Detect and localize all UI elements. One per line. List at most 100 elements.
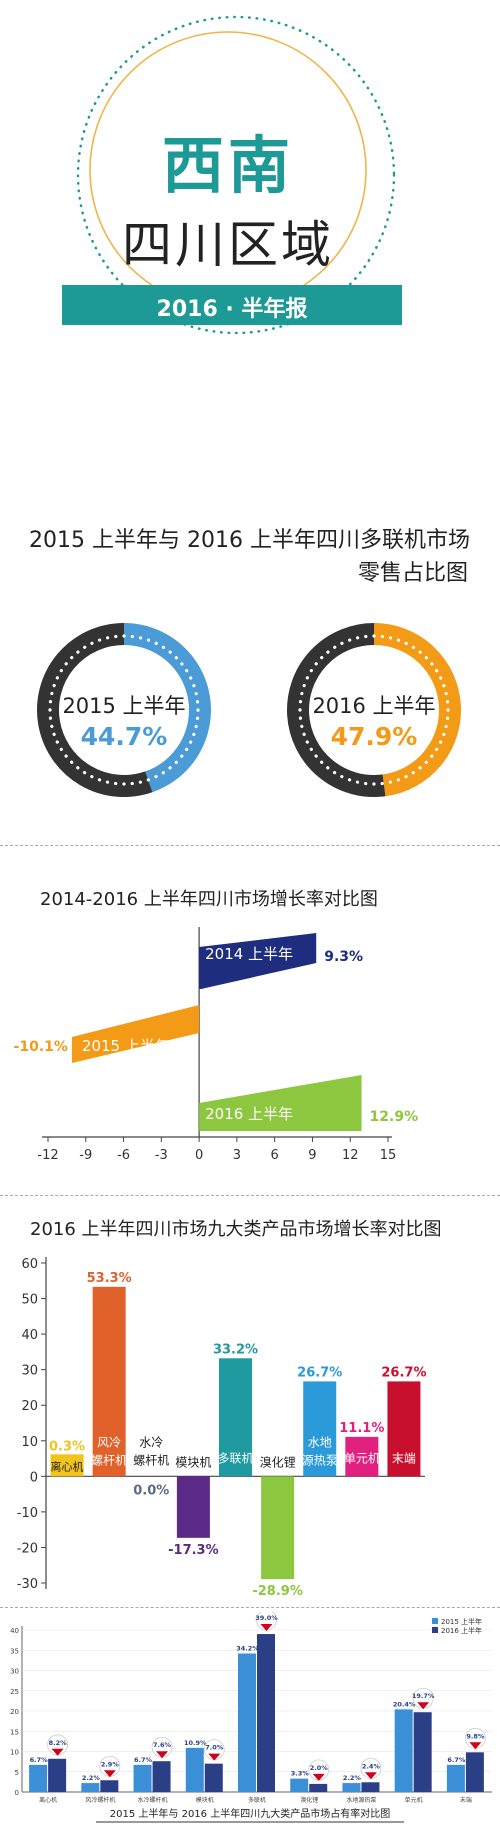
growth-x-tick-label: -12 bbox=[37, 1148, 58, 1163]
nine-y-tick-label: -30 bbox=[17, 1577, 38, 1592]
share-value-s1-4: 39.0% bbox=[255, 1614, 278, 1622]
share-y-tick-label: 35 bbox=[10, 1647, 19, 1655]
growth-chart: -12 -9 -6 -3 0 3 6 9 12 15 2014 上半年 9.3% 2015 上半年 -10… bbox=[14, 927, 419, 1163]
share-value-s1-1: 2.9% bbox=[101, 1760, 120, 1768]
share-legend-swatch-0 bbox=[432, 1618, 438, 1624]
share-bar-s0-5 bbox=[290, 1778, 309, 1792]
share-value-s1-7: 19.7% bbox=[412, 1692, 435, 1700]
share-bar-s0-1 bbox=[81, 1783, 100, 1792]
donut-2015-value: 44.7% bbox=[80, 722, 168, 751]
divider bbox=[0, 1195, 500, 1196]
share-legend-label-1: 2016 上半年 bbox=[441, 1626, 482, 1635]
share-arrow-0 bbox=[51, 1748, 64, 1756]
nine-bar-category-4: 多联机 bbox=[217, 1451, 253, 1465]
section3-title: 2016 上半年四川市场九大类产品市场增长率对比图 bbox=[30, 1219, 442, 1240]
nine-bar-category-1-line2: 螺杆机 bbox=[91, 1453, 127, 1467]
donut-2016-title: 2016 上半年 bbox=[312, 694, 436, 718]
nine-bar-value-1: 53.3% bbox=[87, 1271, 132, 1286]
share-category-4: 多联机 bbox=[248, 1796, 266, 1804]
growth-bar-category-1: 2015 上半年 bbox=[82, 1037, 170, 1055]
share-category-7: 单元机 bbox=[405, 1796, 423, 1804]
donut-2016-slice-0 bbox=[373, 623, 461, 797]
nine-bar-category-6-line2: 源热泵 bbox=[302, 1453, 338, 1467]
share-value-s1-3: 7.0% bbox=[205, 1744, 224, 1752]
header-banner bbox=[62, 285, 402, 325]
share-arrow-8 bbox=[469, 1742, 482, 1750]
share-bar-s1-8 bbox=[465, 1752, 484, 1792]
donut-2016-dot-ring bbox=[298, 634, 450, 786]
share-bar-s1-2 bbox=[152, 1761, 171, 1792]
donut-2015-title: 2015 上半年 bbox=[62, 694, 186, 718]
share-value-s0-2: 6.7% bbox=[134, 1756, 153, 1764]
share-bar-s0-7 bbox=[394, 1709, 413, 1792]
nine-bar-8 bbox=[387, 1381, 421, 1477]
header-title-line2: 四川区域 bbox=[122, 216, 334, 274]
share-caption: 2015 上半年与 2016 上半年四川九大类产品市场占有率对比图 bbox=[110, 1807, 390, 1820]
nine-bar-3 bbox=[176, 1476, 210, 1538]
growth-x-tick-label: -3 bbox=[155, 1148, 168, 1163]
donut-2015-dot-ring bbox=[48, 634, 200, 786]
share-value-s0-5: 3.3% bbox=[291, 1770, 310, 1778]
share-bar-s1-1 bbox=[100, 1780, 119, 1792]
share-value-s0-7: 20.4% bbox=[393, 1700, 416, 1708]
share-arrow-6 bbox=[364, 1772, 377, 1780]
donut-2015 bbox=[37, 623, 211, 797]
share-y-tick-label: 25 bbox=[10, 1688, 19, 1696]
growth-x-tick-label: 15 bbox=[380, 1148, 397, 1163]
share-category-8: 末端 bbox=[460, 1796, 472, 1804]
donut-2016-slice-1 bbox=[287, 623, 386, 797]
nine-bar-value-0: 0.3% bbox=[49, 1439, 85, 1454]
growth-x-tick-label: -6 bbox=[117, 1148, 130, 1163]
share-arrow-4 bbox=[260, 1624, 273, 1632]
share-arrow-5 bbox=[312, 1773, 325, 1781]
nine-bar-category-0: 离心机 bbox=[51, 1459, 84, 1473]
section2-title: 2014-2016 上半年四川市场增长率对比图 bbox=[40, 889, 378, 910]
share-bar-s1-0 bbox=[48, 1758, 67, 1792]
share-category-6: 水地源热泵 bbox=[346, 1796, 376, 1804]
nine-bar-value-3: -17.3% bbox=[168, 1543, 219, 1558]
share-arrow-2 bbox=[156, 1751, 169, 1759]
section1-title-line2: 零售占比图 bbox=[357, 561, 468, 586]
share-value-s1-6: 2.4% bbox=[362, 1762, 381, 1770]
share-y-tick-label: 10 bbox=[10, 1749, 19, 1757]
header-title-line1: 西南 bbox=[161, 129, 294, 202]
share-value-s1-8: 9.8% bbox=[466, 1732, 485, 1740]
donut-2015-slice-0 bbox=[123, 623, 211, 793]
share-value-s0-3: 10.9% bbox=[184, 1739, 207, 1747]
header-banner-text: 2016 · 半年报 bbox=[156, 297, 308, 322]
share-legend-label-0: 2015 上半年 bbox=[441, 1617, 482, 1626]
share-category-0: 离心机 bbox=[39, 1796, 57, 1804]
nine-y-tick-label: 60 bbox=[21, 1257, 38, 1272]
share-bar-s1-7 bbox=[413, 1712, 432, 1792]
share-bar-s0-2 bbox=[133, 1764, 152, 1792]
growth-x-tick-label: 3 bbox=[233, 1148, 241, 1163]
header-emblem bbox=[62, 15, 402, 335]
share-bar-s0-0 bbox=[29, 1764, 48, 1792]
nine-bar-category-5: 溴化锂 bbox=[260, 1454, 296, 1469]
share-value-s1-2: 7.6% bbox=[153, 1741, 172, 1749]
header-dotted-ring bbox=[76, 15, 396, 335]
nine-bar-7 bbox=[345, 1436, 379, 1477]
share-category-1: 风冷螺杆机 bbox=[85, 1796, 115, 1804]
share-y-tick-label: 5 bbox=[15, 1769, 19, 1777]
share-bar-s0-8 bbox=[446, 1764, 465, 1792]
donut-2015-slice-1 bbox=[37, 623, 153, 797]
nine-y-tick-label: 50 bbox=[21, 1293, 38, 1308]
nine-bar-value-5: -28.9% bbox=[252, 1584, 303, 1595]
growth-bar-value-2: 12.9% bbox=[370, 1109, 419, 1125]
nine-y-tick-label: 40 bbox=[21, 1328, 38, 1343]
share-y-tick-label: 20 bbox=[10, 1708, 19, 1716]
growth-bar-1 bbox=[71, 1005, 200, 1063]
nine-bar-category-2: 水冷 bbox=[139, 1435, 163, 1449]
nine-bar-5 bbox=[261, 1476, 295, 1580]
nine-bar-category-8: 末端 bbox=[392, 1451, 416, 1465]
share-arrow-1 bbox=[103, 1770, 116, 1778]
nine-y-tick-label: 30 bbox=[21, 1364, 38, 1379]
divider bbox=[0, 1607, 500, 1608]
nine-bar-6 bbox=[303, 1381, 337, 1477]
share-value-s0-4: 34.2% bbox=[236, 1644, 259, 1652]
share-value-s0-0: 6.7% bbox=[30, 1756, 49, 1764]
market-share-chart: 40353025201510506.7%8.2%离心机2.2%2.9%风冷螺杆机… bbox=[10, 1612, 492, 1823]
share-category-5: 溴化锂 bbox=[300, 1796, 318, 1804]
nine-bar-1 bbox=[92, 1286, 126, 1477]
